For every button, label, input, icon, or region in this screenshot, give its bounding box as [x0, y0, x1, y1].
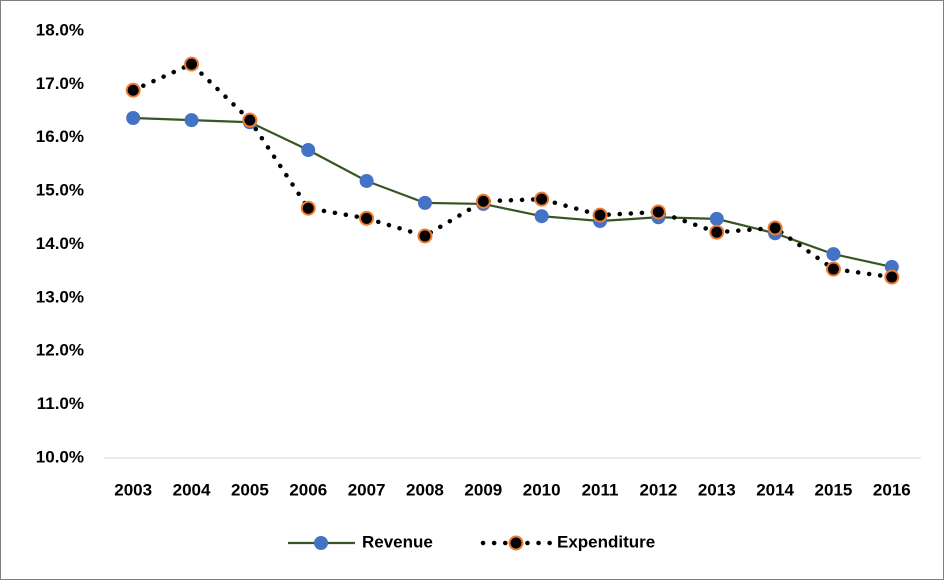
data-point	[125, 82, 141, 98]
data-point	[184, 113, 199, 128]
data-point	[650, 204, 666, 220]
x-tick-label: 2011	[582, 480, 619, 499]
x-tick-label: 2008	[406, 480, 444, 499]
x-tick-label: 2007	[348, 480, 386, 499]
x-tick-label: 2014	[756, 480, 794, 499]
data-point	[592, 207, 608, 223]
series-line	[130, 61, 895, 280]
x-tick-label: 2013	[698, 480, 736, 499]
x-tick-label: 2016	[873, 480, 911, 499]
x-tick-label: 2009	[464, 480, 502, 499]
legend-label: Revenue	[362, 532, 433, 551]
data-point	[242, 112, 258, 128]
y-tick-label: 13.0%	[36, 287, 84, 306]
data-point	[709, 211, 724, 226]
y-tick-label: 18.0%	[36, 20, 84, 39]
y-tick-label: 14.0%	[36, 234, 84, 253]
x-tick-label: 2012	[639, 480, 677, 499]
x-tick-label: 2005	[231, 480, 269, 499]
data-point	[767, 220, 783, 236]
data-point	[709, 224, 725, 240]
data-point	[417, 195, 432, 210]
data-point	[126, 111, 141, 126]
data-point	[301, 143, 316, 158]
y-tick-label: 10.0%	[36, 447, 84, 466]
data-point	[884, 269, 900, 285]
series-line	[133, 116, 893, 268]
legend-label: Expenditure	[557, 532, 655, 551]
x-tick-label: 2015	[815, 480, 853, 499]
data-point	[534, 191, 550, 207]
y-tick-label: 12.0%	[36, 341, 84, 360]
x-tick-label: 2010	[523, 480, 561, 499]
legend-marker	[508, 535, 524, 551]
data-point	[184, 56, 200, 72]
data-point	[359, 210, 375, 226]
data-point	[475, 193, 491, 209]
data-point	[300, 200, 316, 216]
x-tick-label: 2004	[173, 480, 211, 499]
data-point	[826, 247, 841, 262]
x-tick-label: 2006	[289, 480, 327, 499]
data-point	[417, 228, 433, 244]
y-tick-label: 17.0%	[36, 74, 84, 93]
legend-marker	[314, 536, 328, 550]
y-tick-label: 16.0%	[36, 127, 84, 146]
data-point	[825, 261, 841, 277]
data-point	[534, 209, 549, 224]
y-tick-label: 15.0%	[36, 181, 84, 200]
x-tick-label: 2003	[114, 480, 152, 499]
y-tick-label: 11.0%	[37, 394, 84, 413]
data-point	[359, 173, 374, 188]
